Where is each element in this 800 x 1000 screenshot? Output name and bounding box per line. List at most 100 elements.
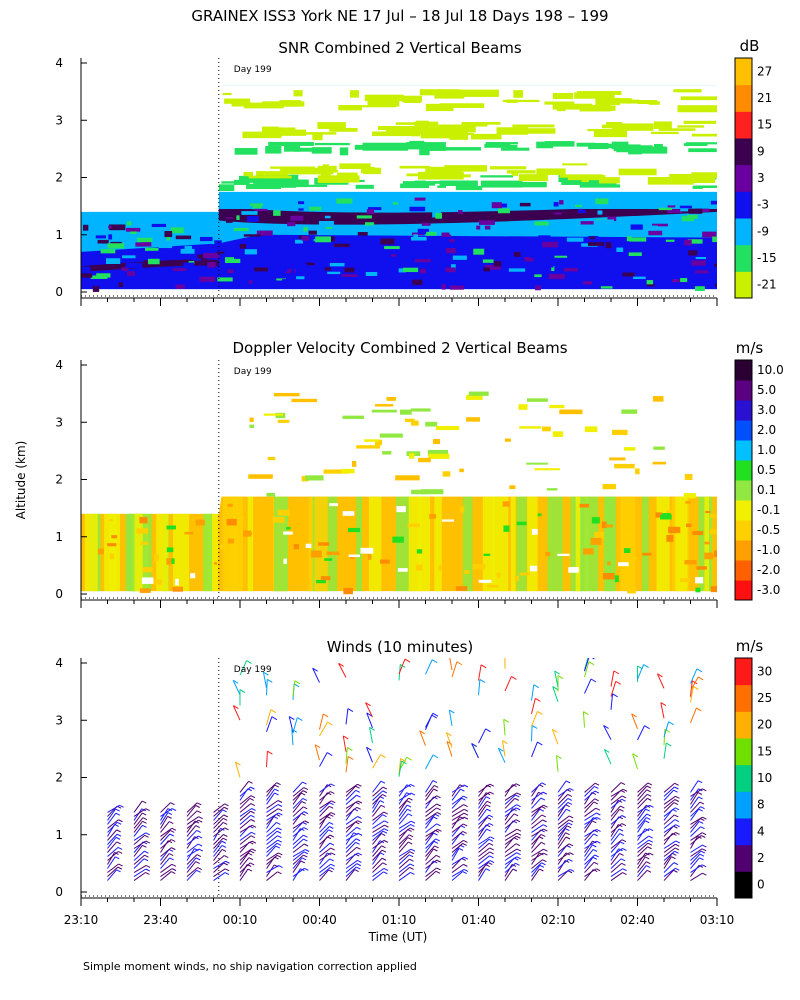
wind-barb bbox=[637, 861, 647, 873]
snr-texture bbox=[234, 256, 244, 259]
wind-barb-flag bbox=[604, 749, 610, 753]
wind-barb bbox=[319, 867, 331, 877]
x-tick-label: 03:10 bbox=[700, 913, 735, 927]
wind-barb-flag bbox=[594, 790, 600, 794]
doppler-echo-patch bbox=[411, 420, 419, 426]
colorbar-swatch bbox=[735, 520, 752, 541]
wind-barb bbox=[398, 834, 410, 845]
wind-barb bbox=[690, 832, 703, 841]
snr-texture bbox=[497, 208, 510, 214]
wind-barb bbox=[372, 805, 382, 817]
wind-barb bbox=[186, 861, 197, 873]
wind-barb bbox=[398, 863, 411, 873]
wind-barb bbox=[398, 851, 411, 861]
wind-barb-flag bbox=[410, 792, 416, 796]
snr-texture bbox=[535, 285, 541, 291]
snr-echo-patch bbox=[261, 126, 279, 135]
snr-texture bbox=[141, 241, 152, 247]
wind-barb bbox=[292, 822, 304, 833]
colorbar-tick-label: -0.1 bbox=[757, 503, 780, 517]
wind-barb bbox=[637, 856, 646, 869]
snr-echo-patch bbox=[222, 92, 232, 96]
wind-barb-flag bbox=[618, 824, 623, 827]
heatmap-area bbox=[81, 85, 717, 292]
wind-barb-flag bbox=[565, 804, 570, 808]
wind-barb bbox=[531, 791, 544, 801]
wind-barb bbox=[610, 868, 623, 877]
snr-texture bbox=[508, 268, 526, 272]
wind-barb bbox=[504, 813, 515, 825]
colorbar-tick-label: 15 bbox=[757, 118, 772, 132]
doppler-texture bbox=[324, 558, 333, 561]
doppler-echo-patch bbox=[375, 439, 382, 446]
wind-barb bbox=[690, 850, 702, 861]
snr-texture bbox=[338, 239, 347, 243]
snr-echo-patch bbox=[255, 183, 271, 186]
wind-barb bbox=[504, 848, 518, 857]
snr-texture bbox=[480, 224, 485, 230]
wind-barb-flag bbox=[251, 831, 256, 835]
snr-texture bbox=[175, 235, 192, 240]
snr-texture bbox=[451, 264, 456, 270]
wind-barb bbox=[637, 839, 650, 849]
wind-barb-flag bbox=[300, 860, 306, 864]
wind-barb-flag bbox=[564, 860, 570, 863]
snr-texture bbox=[327, 271, 341, 275]
doppler-texture bbox=[503, 525, 510, 532]
wind-barb bbox=[637, 725, 645, 741]
wind-barb bbox=[319, 791, 331, 801]
wind-barb bbox=[690, 788, 703, 797]
wind-barb bbox=[345, 800, 359, 809]
wind-barb-flag bbox=[557, 675, 564, 680]
wind-barb-flag bbox=[700, 826, 705, 830]
wind-barb-flag bbox=[195, 857, 201, 861]
y-tick-label: 3 bbox=[55, 713, 63, 727]
snr-echo-patch bbox=[695, 185, 717, 189]
wind-barb bbox=[319, 826, 330, 837]
snr-texture bbox=[482, 277, 488, 281]
doppler-echo-patch bbox=[432, 438, 441, 445]
wind-barb bbox=[266, 788, 276, 801]
wind-barb bbox=[319, 752, 328, 767]
wind-barb-flag bbox=[381, 845, 386, 849]
snr-texture bbox=[217, 277, 233, 282]
doppler-echo-patch bbox=[609, 457, 626, 461]
snr-echo-patch bbox=[320, 172, 331, 177]
snr-texture bbox=[151, 223, 167, 227]
wind-barb bbox=[239, 852, 249, 865]
wind-barb bbox=[690, 865, 700, 877]
wind-barb-flag bbox=[233, 705, 239, 710]
wind-barb bbox=[663, 807, 676, 817]
snr-echo-patch bbox=[243, 171, 254, 177]
wind-barb bbox=[160, 808, 173, 817]
colorbar-swatch bbox=[735, 400, 752, 421]
wind-barb bbox=[663, 862, 675, 873]
wind-barb bbox=[372, 786, 384, 797]
wind-barb-flag bbox=[357, 816, 362, 819]
wind-barb-flag bbox=[622, 868, 627, 872]
wind-barb bbox=[531, 806, 542, 817]
wind-barb bbox=[663, 824, 676, 833]
wind-barb bbox=[160, 857, 171, 869]
snr-texture bbox=[667, 205, 676, 208]
snr-texture bbox=[183, 262, 195, 268]
wind-barb-flag bbox=[531, 724, 538, 729]
colorbar-tick-label: 8 bbox=[757, 798, 765, 812]
colorbar-swatch bbox=[735, 218, 752, 246]
wind-barb-flag bbox=[436, 823, 441, 827]
snr-echo-patch bbox=[512, 181, 547, 188]
wind-barb bbox=[504, 864, 513, 877]
wind-barb bbox=[663, 856, 672, 869]
wind-barb bbox=[610, 848, 620, 861]
wind-barb-flag bbox=[660, 702, 667, 706]
wind-barb-flag bbox=[433, 860, 438, 864]
wind-barb-flag bbox=[263, 671, 269, 676]
wind-barb-flag bbox=[693, 686, 699, 690]
wind-barb bbox=[372, 814, 383, 825]
snr-texture bbox=[122, 255, 136, 259]
snr-texture bbox=[478, 220, 495, 225]
wind-barb bbox=[266, 800, 279, 809]
snr-echo-patch bbox=[598, 177, 620, 184]
snr-texture bbox=[587, 284, 592, 289]
wind-barb-flag bbox=[449, 709, 455, 714]
